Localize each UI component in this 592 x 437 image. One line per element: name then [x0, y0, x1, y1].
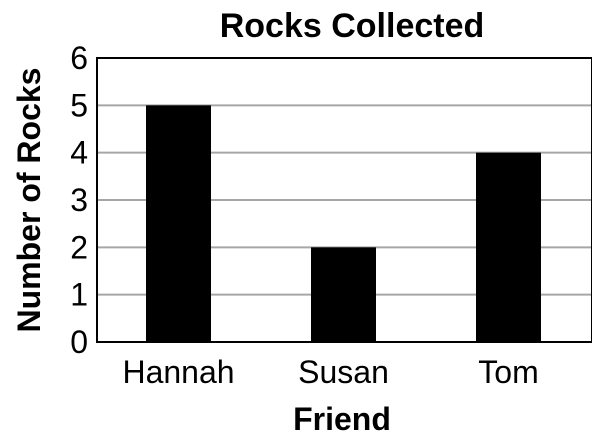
y-tick-label: 3 — [70, 182, 88, 218]
y-tick-label: 4 — [70, 135, 88, 171]
y-tick-label: 5 — [70, 87, 88, 123]
bar-hannah — [146, 105, 211, 342]
y-tick-labels: 0 1 2 3 4 5 6 — [70, 40, 88, 360]
y-tick-label: 1 — [70, 277, 88, 313]
y-axis-label: Number of Rocks — [11, 68, 47, 333]
bars — [146, 105, 541, 342]
bar-tom — [476, 152, 541, 342]
y-tick-label: 0 — [70, 324, 88, 360]
plot-frame — [96, 57, 592, 343]
y-tick-label: 6 — [70, 40, 88, 76]
x-tick-label: Hannah — [122, 354, 234, 390]
x-tick-labels: Hannah Susan Tom — [122, 354, 538, 390]
y-tick-label: 2 — [70, 229, 88, 265]
bar-susan — [311, 247, 376, 342]
chart-title: Rocks Collected — [220, 7, 485, 45]
x-axis-label: Friend — [293, 401, 391, 437]
x-tick-label: Susan — [298, 354, 389, 390]
x-tick-label: Tom — [478, 354, 538, 390]
